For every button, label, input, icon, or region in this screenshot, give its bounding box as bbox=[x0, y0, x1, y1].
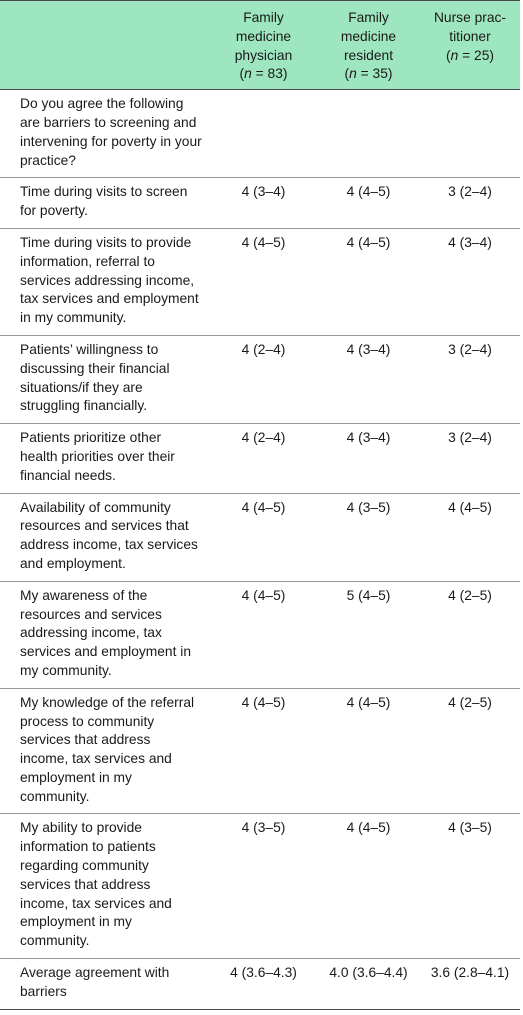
resident-value: 4 (4–5) bbox=[317, 813, 420, 960]
barrier-label: Average agreement with barriers bbox=[0, 958, 210, 1010]
barrier-label: My knowledge of the referral process to … bbox=[0, 688, 210, 815]
table-header: Family medicine physician (n = 83) Famil… bbox=[0, 0, 520, 91]
resident-value: 4 (3–5) bbox=[317, 493, 420, 582]
column-header-physician: Family medicine physician (n = 83) bbox=[210, 0, 317, 91]
physician-value: 4 (3–4) bbox=[210, 177, 317, 229]
n-value: = 35) bbox=[356, 66, 393, 82]
nurse-value: 3 (2–4) bbox=[420, 335, 520, 425]
empty-cell bbox=[420, 89, 520, 179]
nurse-value: 4 (2–5) bbox=[420, 581, 520, 689]
column-header-line: Family bbox=[348, 10, 389, 25]
resident-value: 4 (4–5) bbox=[317, 688, 420, 815]
barrier-label: Patients’ willingness to discussing thei… bbox=[0, 335, 210, 425]
physician-value: 4 (3.6–4.3) bbox=[210, 958, 317, 1010]
intro-row: Do you agree the following are barriers … bbox=[0, 89, 520, 179]
empty-cell bbox=[317, 89, 420, 179]
table-body: Do you agree the following are barriers … bbox=[0, 89, 520, 1010]
n-symbol: n bbox=[244, 66, 252, 82]
n-symbol: n bbox=[349, 66, 357, 82]
column-header-line: resident bbox=[343, 47, 394, 63]
column-header-line: titioner bbox=[449, 28, 491, 44]
column-header-nurse: Nurse prac- titioner (n = 25) bbox=[420, 0, 520, 91]
resident-value: 4 (4–5) bbox=[317, 228, 420, 336]
nurse-value: 4 (2–5) bbox=[420, 688, 520, 815]
n-value: = 83) bbox=[251, 66, 288, 82]
column-header-n: (n = 35) bbox=[344, 66, 393, 82]
n-value: = 25) bbox=[458, 47, 494, 63]
table-row-average: Average agreement with barriers 4 (3.6–4… bbox=[0, 958, 520, 1010]
physician-value: 4 (4–5) bbox=[210, 228, 317, 336]
table-row: My ability to provide information to pat… bbox=[0, 813, 520, 960]
nurse-value: 3.6 (2.8–4.1) bbox=[420, 958, 520, 1010]
column-header-line: Family bbox=[243, 10, 284, 25]
barrier-label: Time during visits to screen for poverty… bbox=[0, 177, 210, 229]
table-row: Patients’ willingness to discussing thei… bbox=[0, 335, 520, 425]
header-blank-cell bbox=[0, 0, 210, 91]
resident-value: 4.0 (3.6–4.4) bbox=[317, 958, 420, 1010]
column-header-n: (n = 25) bbox=[446, 47, 494, 63]
header-row: Family medicine physician (n = 83) Famil… bbox=[0, 0, 520, 91]
barrier-label: Time during visits to provide informatio… bbox=[0, 228, 210, 336]
intro-question: Do you agree the following are barriers … bbox=[0, 89, 210, 179]
nurse-value: 3 (2–4) bbox=[420, 177, 520, 229]
n-symbol: n bbox=[450, 47, 459, 63]
barrier-label: My awareness of the resources and servic… bbox=[0, 581, 210, 689]
table-row: Time during visits to screen for poverty… bbox=[0, 177, 520, 229]
resident-value: 4 (4–5) bbox=[317, 177, 420, 229]
column-header-resident: Family medicine resident (n = 35) bbox=[317, 0, 420, 91]
resident-value: 4 (3–4) bbox=[317, 335, 420, 425]
column-header-n: (n = 83) bbox=[239, 66, 288, 82]
column-header-line: medicine bbox=[340, 28, 397, 44]
physician-value: 4 (4–5) bbox=[210, 493, 317, 582]
physician-value: 4 (4–5) bbox=[210, 688, 317, 815]
resident-value: 5 (4–5) bbox=[317, 581, 420, 689]
table-row: Patients prioritize other health priorit… bbox=[0, 423, 520, 494]
empty-cell bbox=[210, 89, 317, 179]
column-header-line: physician bbox=[234, 47, 293, 63]
table-row: Availability of community resources and … bbox=[0, 493, 520, 582]
nurse-value: 3 (2–4) bbox=[420, 423, 520, 494]
table-row: Time during visits to provide informatio… bbox=[0, 228, 520, 336]
physician-value: 4 (2–4) bbox=[210, 335, 317, 425]
physician-value: 4 (4–5) bbox=[210, 581, 317, 689]
nurse-value: 4 (4–5) bbox=[420, 493, 520, 582]
physician-value: 4 (2–4) bbox=[210, 423, 317, 494]
table-row: My knowledge of the referral process to … bbox=[0, 688, 520, 815]
table-row: My awareness of the resources and servic… bbox=[0, 581, 520, 689]
nurse-value: 4 (3–4) bbox=[420, 228, 520, 336]
barrier-label: Availability of community resources and … bbox=[0, 493, 210, 582]
barrier-label: Patients prioritize other health priorit… bbox=[0, 423, 210, 494]
column-header-line: Nurse prac- bbox=[433, 10, 507, 25]
nurse-value: 4 (3–5) bbox=[420, 813, 520, 960]
barrier-label: My ability to provide information to pat… bbox=[0, 813, 210, 960]
resident-value: 4 (3–4) bbox=[317, 423, 420, 494]
physician-value: 4 (3–5) bbox=[210, 813, 317, 960]
column-header-line: medicine bbox=[235, 28, 292, 44]
